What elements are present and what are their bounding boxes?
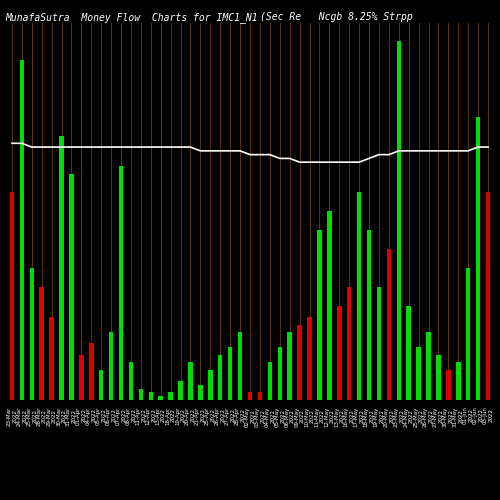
Bar — [168, 392, 173, 400]
Bar — [188, 362, 192, 400]
Bar — [60, 136, 64, 400]
Bar — [337, 306, 342, 400]
Bar — [476, 117, 480, 400]
Bar — [79, 354, 84, 400]
Bar — [178, 381, 183, 400]
Bar — [406, 306, 411, 400]
Bar — [128, 362, 133, 400]
Bar — [357, 192, 362, 400]
Bar — [198, 385, 202, 400]
Bar — [376, 286, 381, 400]
Bar — [317, 230, 322, 400]
Bar — [148, 392, 153, 400]
Bar — [298, 324, 302, 400]
Bar — [89, 344, 94, 400]
Bar — [119, 166, 124, 400]
Bar — [109, 332, 114, 400]
Bar — [347, 286, 352, 400]
Bar — [367, 230, 372, 400]
Bar — [258, 392, 262, 400]
Bar — [208, 370, 212, 400]
Bar — [50, 317, 54, 400]
Bar — [238, 332, 242, 400]
Bar — [248, 392, 252, 400]
Bar — [69, 174, 73, 400]
Bar — [426, 332, 431, 400]
Bar — [30, 268, 34, 400]
Bar — [99, 370, 103, 400]
Bar — [218, 354, 222, 400]
Bar — [40, 286, 44, 400]
Bar — [386, 249, 391, 400]
Bar — [446, 370, 450, 400]
Text: MunafaSutra  Money Flow  Charts for IMC1_N1: MunafaSutra Money Flow Charts for IMC1_N… — [5, 12, 258, 24]
Bar — [396, 42, 401, 400]
Bar — [486, 192, 490, 400]
Bar — [308, 317, 312, 400]
Bar — [268, 362, 272, 400]
Bar — [456, 362, 460, 400]
Bar — [20, 60, 24, 400]
Bar — [278, 347, 282, 400]
Bar — [436, 354, 440, 400]
Bar — [228, 347, 232, 400]
Bar — [288, 332, 292, 400]
Bar — [138, 388, 143, 400]
Bar — [416, 347, 421, 400]
Text: (Sec Re   Ncgb 8.25% Strpp: (Sec Re Ncgb 8.25% Strpp — [260, 12, 413, 22]
Bar — [466, 268, 470, 400]
Bar — [158, 396, 163, 400]
Bar — [327, 211, 332, 400]
Bar — [10, 192, 14, 400]
